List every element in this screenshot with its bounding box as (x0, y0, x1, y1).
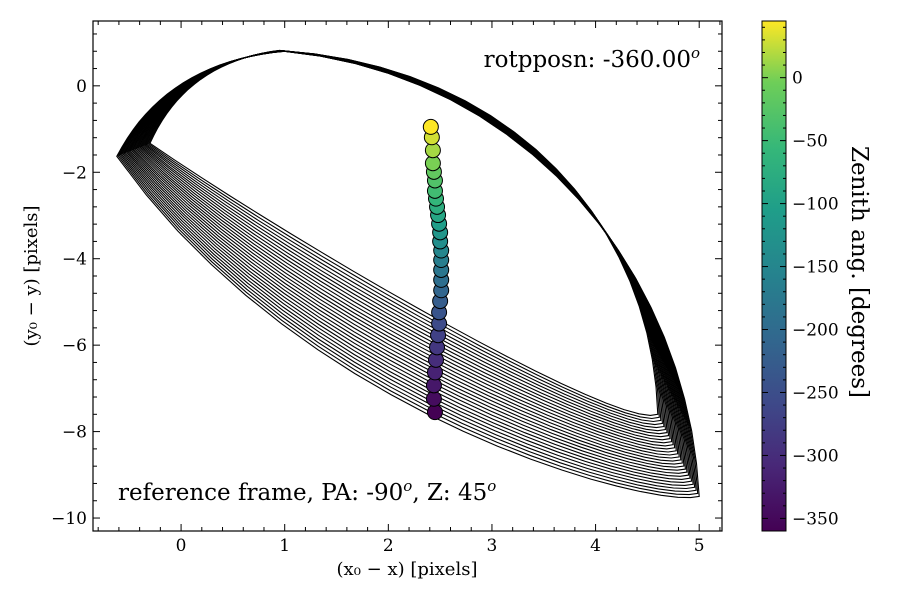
degree-sup-pa: o (403, 477, 412, 495)
reference-frame-annotation: reference frame, PA: -90o, Z: 45o (118, 477, 496, 506)
y-axis-ticks: 0 −2 −4 −6 −8 −10 (51, 33, 722, 529)
plot-area: 0 1 2 3 4 5 0 −2 −4 −6 −8 −10 (51, 20, 723, 556)
y-tick-label: 0 (76, 77, 87, 97)
outline-curve (123, 50, 691, 480)
y-tick-label: −4 (62, 250, 87, 270)
zenith-point (425, 390, 442, 407)
outline-curve (146, 49, 662, 423)
x-tick-label: 4 (590, 536, 601, 556)
degree-sup: o (691, 44, 700, 62)
colorbar-tick-label: −300 (792, 446, 839, 466)
x-axis-ticks: 0 1 2 3 4 5 (97, 21, 721, 556)
y-axis-title: (y₀ − y) [pixels] (21, 206, 42, 347)
outline-curve (144, 49, 665, 429)
y-tick-label: −6 (62, 336, 87, 356)
zenith-point (422, 118, 439, 135)
x-tick-label: 2 (383, 536, 394, 556)
y-tick-label: −8 (62, 423, 87, 443)
x-tick-label: 3 (487, 536, 498, 556)
colorbar: 0 −50 −100 −150 −200 −250 −300 −350 Zenith ang.… (761, 20, 872, 532)
outline-curve (148, 49, 660, 420)
outline-curve (119, 50, 696, 490)
x-tick-label: 0 (176, 536, 187, 556)
y-tick-label: −10 (51, 509, 87, 529)
colorbar-tick-label: −250 (792, 383, 839, 403)
outline-curve (118, 50, 697, 493)
colorbar-tick-label: −100 (792, 195, 839, 215)
y-tick-label: −2 (62, 163, 87, 183)
colorbar-tick-label: −350 (792, 509, 839, 529)
x-axis-title: (x₀ − x) [pixels] (337, 559, 478, 580)
outline-curve (129, 50, 683, 465)
colorbar-gradient (761, 20, 787, 532)
rotation-annotation: rotpposn: -360.00o (484, 44, 700, 73)
outline-curve (135, 50, 676, 450)
colorbar-tick-label: 0 (792, 69, 803, 89)
colorbar-tick-label: −150 (792, 258, 839, 278)
outline-curves (116, 49, 700, 499)
colorbar-title: Zenith ang. [degrees] (846, 146, 872, 398)
x-tick-label: 5 (694, 536, 705, 556)
x-tick-label: 1 (279, 536, 290, 556)
outline-curve (143, 49, 666, 432)
outline-curve (116, 50, 700, 499)
zenith-point (426, 404, 443, 421)
zenith-points (422, 118, 450, 421)
outline-curve (139, 50, 671, 441)
colorbar-tick-label: −50 (792, 132, 828, 152)
outline-curve (117, 50, 699, 496)
colorbar-ticks: 0 −50 −100 −150 −200 −250 −300 −350 (762, 26, 839, 529)
colorbar-tick-label: −200 (792, 321, 839, 341)
degree-sup-z: o (487, 477, 496, 495)
outline-curve (122, 50, 693, 483)
